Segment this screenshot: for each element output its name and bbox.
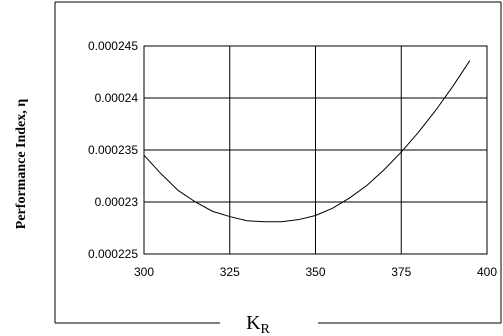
y-tick-label: 0.000235 [88,143,138,157]
y-tick-label: 0.000245 [88,39,138,53]
x-axis-label-subscript: R [261,322,271,336]
y-tick-label: 0.00023 [95,195,139,209]
x-tick-label: 400 [477,265,497,279]
y-tick-label: 0.00024 [95,91,139,105]
x-tick-label: 375 [391,265,411,279]
y-tick-label: 0.000225 [88,247,138,261]
x-tick-label: 300 [134,265,154,279]
x-tick-label: 325 [220,265,240,279]
series-line [143,60,471,223]
series-layer [143,60,471,223]
x-axis-label: KR [246,312,270,336]
x-tick-labels: 300 325 350 375 400 [134,265,497,279]
y-axis-label: Performance Index, η [14,99,29,229]
y-tick-labels: 0.000225 0.00023 0.000235 0.00024 0.000245 [88,39,138,261]
x-tick-label: 350 [305,265,325,279]
grid-lines [143,45,488,255]
x-axis-label-main: K [246,312,261,334]
